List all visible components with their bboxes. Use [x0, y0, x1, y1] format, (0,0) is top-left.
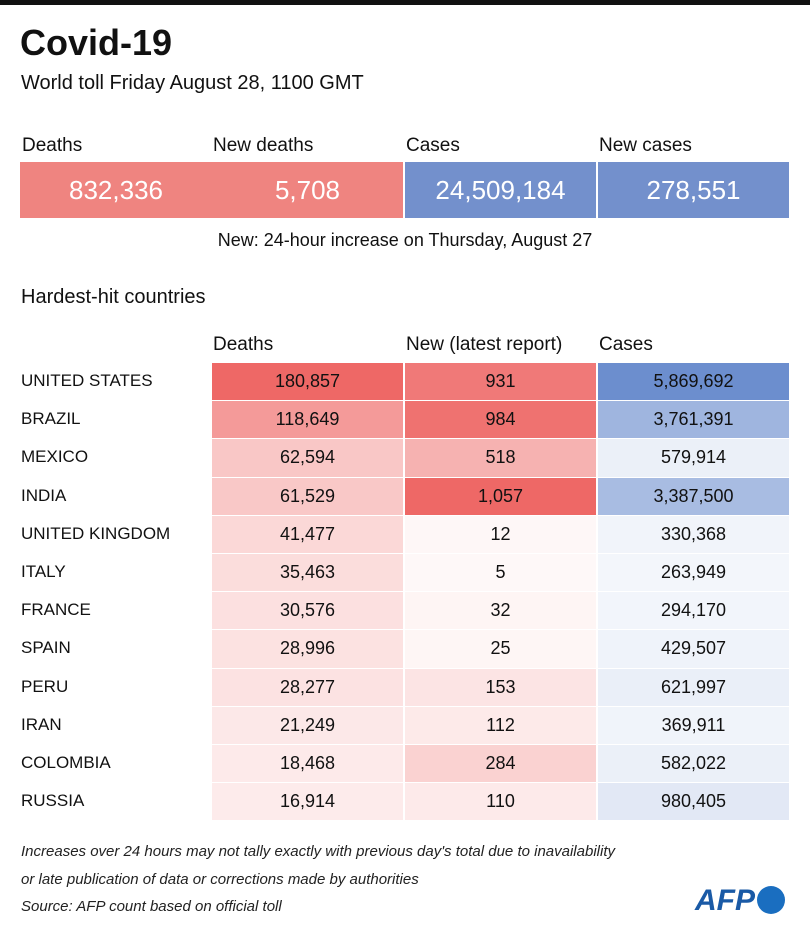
country-name: INDIA — [21, 485, 67, 505]
country-name: FRANCE — [21, 600, 91, 620]
footnote: Source: AFP count based on official toll — [21, 898, 282, 915]
table-cell: 1,057 — [405, 477, 596, 515]
table-cell: 579,914 — [598, 439, 789, 477]
table-cell: 3,761,391 — [598, 401, 789, 439]
country-name: BRAZIL — [21, 409, 81, 429]
country-name: UNITED KINGDOM — [21, 523, 171, 543]
table-cell: 984 — [405, 401, 596, 439]
top-bar — [0, 0, 810, 5]
table-cell: 5,869,692 — [598, 363, 789, 401]
table-cell: 25 — [405, 630, 596, 668]
table-cell: 429,507 — [598, 630, 789, 668]
table-cell: 35,463 — [212, 554, 403, 592]
table-cell: 21,249 — [212, 706, 403, 744]
country-name: UNITED STATES — [21, 371, 153, 390]
country-name: PERU — [21, 676, 69, 696]
table-cell: 18,468 — [212, 745, 403, 783]
country-name: RUSSIA — [21, 791, 85, 811]
logo: AFP — [695, 884, 755, 917]
table-cell: 118,649 — [212, 401, 403, 439]
summary-label: Cases — [406, 135, 460, 156]
table-cell: 110 — [405, 783, 596, 821]
table-cell: 330,368 — [598, 515, 789, 553]
table-cell: 28,277 — [212, 668, 403, 706]
table-cell: 28,996 — [212, 630, 403, 668]
summary-label: New cases — [599, 135, 692, 156]
footnote: Increases over 24 hours may not tally ex… — [21, 843, 615, 860]
table-cell: 980,405 — [598, 783, 789, 821]
column-header: Deaths — [213, 334, 274, 355]
summary-label: Deaths — [22, 135, 83, 156]
country-name: ITALY — [21, 562, 66, 581]
summary-label: New deaths — [213, 135, 314, 156]
logo-globe — [757, 886, 785, 914]
country-name: MEXICO — [21, 447, 89, 467]
table-cell: 12 — [405, 515, 596, 553]
column-header: Cases — [599, 334, 653, 355]
table-cell: 284 — [405, 745, 596, 783]
summary-box: 832,336 — [20, 162, 212, 218]
table-cell: 582,022 — [598, 745, 789, 783]
column-header: New (latest report) — [406, 334, 563, 355]
summary-box: 5,708 — [212, 162, 403, 218]
summary-box: 278,551 — [598, 162, 789, 218]
table-cell: 263,949 — [598, 554, 789, 592]
table-cell: 61,529 — [212, 477, 403, 515]
title: Covid-19 — [20, 22, 173, 63]
table-cell: 32 — [405, 592, 596, 630]
table-cell: 5 — [405, 554, 596, 592]
table-cell: 294,170 — [598, 592, 789, 630]
table-cell: 518 — [405, 439, 596, 477]
country-name: SPAIN — [21, 638, 71, 658]
table-cell: 931 — [405, 363, 596, 401]
summary-box: 24,509,184 — [405, 162, 596, 218]
country-name: COLOMBIA — [21, 753, 111, 772]
footnote: or late publication of data or correctio… — [21, 870, 419, 888]
table-cell: 112 — [405, 706, 596, 744]
table-cell: 41,477 — [212, 515, 403, 553]
table-cell: 153 — [405, 668, 596, 706]
table-cell: 16,914 — [212, 783, 403, 821]
table-cell: 30,576 — [212, 592, 403, 630]
subtitle: World toll Friday August 28, 1100 GMT — [21, 72, 364, 94]
table-cell: 180,857 — [212, 363, 403, 401]
table-title: Hardest-hit countries — [21, 286, 206, 308]
table-cell: 62,594 — [212, 439, 403, 477]
country-name: IRAN — [21, 714, 62, 734]
table-cell: 3,387,500 — [598, 477, 789, 515]
summary-note: New: 24-hour increase on Thursday, Augus… — [217, 230, 593, 250]
table-cell: 369,911 — [598, 706, 789, 744]
table-cell: 621,997 — [598, 668, 789, 706]
